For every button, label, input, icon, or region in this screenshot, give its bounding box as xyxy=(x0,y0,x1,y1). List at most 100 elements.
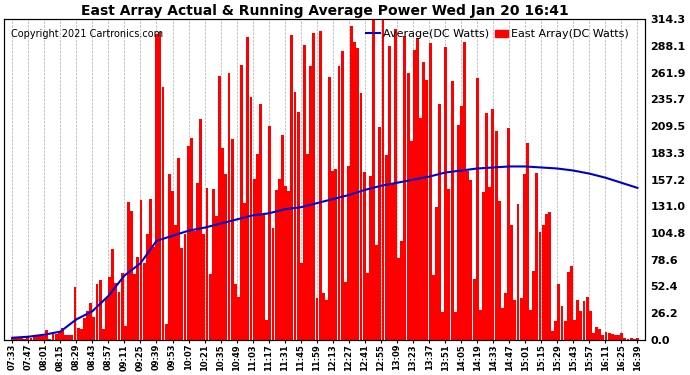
Bar xyxy=(589,311,592,340)
Bar xyxy=(155,34,158,340)
Bar xyxy=(438,104,441,340)
Bar xyxy=(14,338,17,340)
Bar xyxy=(206,188,208,340)
Bar xyxy=(413,50,416,340)
Bar xyxy=(491,109,494,340)
Bar xyxy=(454,312,457,340)
Bar xyxy=(196,183,199,340)
Bar xyxy=(504,293,507,340)
Bar xyxy=(573,320,576,340)
Bar xyxy=(363,172,366,340)
Bar xyxy=(347,166,350,340)
Bar xyxy=(77,328,79,340)
Bar xyxy=(554,321,558,340)
Bar xyxy=(306,154,309,340)
Legend: Average(DC Watts), East Array(DC Watts): Average(DC Watts), East Array(DC Watts) xyxy=(362,25,633,44)
Bar xyxy=(482,192,485,340)
Bar xyxy=(426,81,428,340)
Bar xyxy=(315,297,318,340)
Bar xyxy=(99,280,101,340)
Bar xyxy=(265,321,268,340)
Bar xyxy=(359,93,362,340)
Bar xyxy=(520,298,522,340)
Bar xyxy=(539,232,542,340)
Bar xyxy=(234,284,237,340)
Bar xyxy=(137,257,139,340)
Bar xyxy=(133,273,136,340)
Bar xyxy=(190,138,193,340)
Bar xyxy=(337,66,340,340)
Bar xyxy=(422,62,425,340)
Bar xyxy=(532,271,535,340)
Bar xyxy=(61,328,64,340)
Bar xyxy=(420,118,422,340)
Bar xyxy=(523,174,526,340)
Bar xyxy=(636,338,639,340)
Bar xyxy=(221,148,224,340)
Bar xyxy=(526,143,529,340)
Bar xyxy=(630,338,633,340)
Bar xyxy=(165,324,168,340)
Bar xyxy=(328,77,331,340)
Text: Copyright 2021 Cartronics.com: Copyright 2021 Cartronics.com xyxy=(10,29,163,39)
Bar xyxy=(268,126,271,340)
Bar xyxy=(451,81,453,340)
Bar xyxy=(26,337,30,340)
Bar xyxy=(174,225,177,340)
Bar xyxy=(344,282,346,340)
Bar xyxy=(602,334,604,340)
Bar xyxy=(48,339,51,340)
Bar xyxy=(281,135,284,340)
Bar xyxy=(92,317,95,340)
Bar xyxy=(30,338,32,340)
Bar xyxy=(287,191,290,340)
Bar xyxy=(545,214,548,340)
Bar xyxy=(139,200,142,340)
Bar xyxy=(108,277,111,340)
Bar xyxy=(495,131,497,340)
Bar xyxy=(55,334,57,340)
Bar xyxy=(535,173,538,340)
Bar xyxy=(611,334,614,340)
Bar xyxy=(489,187,491,340)
Bar xyxy=(466,171,469,340)
Bar xyxy=(184,234,186,340)
Bar xyxy=(208,274,212,340)
Bar xyxy=(224,174,227,340)
Bar xyxy=(558,284,560,340)
Bar xyxy=(633,339,635,340)
Bar xyxy=(297,112,299,340)
Bar xyxy=(567,272,570,340)
Bar xyxy=(497,201,501,340)
Bar xyxy=(372,21,375,340)
Bar xyxy=(149,199,152,340)
Bar xyxy=(161,87,164,340)
Bar xyxy=(366,273,368,340)
Bar xyxy=(432,275,435,340)
Bar xyxy=(394,29,397,340)
Bar xyxy=(485,113,488,340)
Bar xyxy=(32,335,36,340)
Bar xyxy=(215,216,218,340)
Bar xyxy=(218,76,221,340)
Bar xyxy=(551,331,554,340)
Bar xyxy=(378,128,382,340)
Bar xyxy=(293,92,297,340)
Bar xyxy=(448,189,451,340)
Bar xyxy=(627,339,629,340)
Bar xyxy=(58,331,61,340)
Bar xyxy=(86,311,89,340)
Bar xyxy=(42,336,45,340)
Bar xyxy=(228,73,230,340)
Bar xyxy=(272,228,275,340)
Bar xyxy=(331,171,334,340)
Bar xyxy=(20,338,23,340)
Bar xyxy=(476,78,479,340)
Bar xyxy=(143,263,146,340)
Bar xyxy=(624,338,627,340)
Bar xyxy=(278,178,281,340)
Bar xyxy=(388,46,391,340)
Bar xyxy=(284,186,287,340)
Bar xyxy=(614,335,617,340)
Bar xyxy=(202,234,206,340)
